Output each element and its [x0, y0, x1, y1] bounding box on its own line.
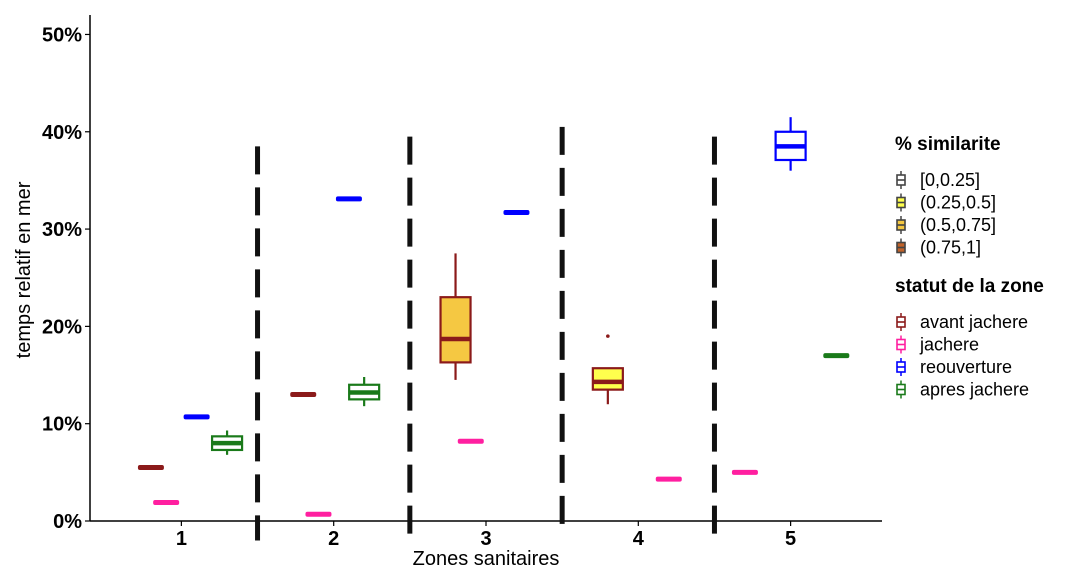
y-tick-label: 20%: [42, 316, 82, 338]
legend-label: (0.25,0.5]: [920, 193, 996, 213]
box-median: [335, 196, 362, 202]
boxplot-reouverture: [503, 210, 530, 216]
legend: % similarite [0,0.25] (0.25,0.5](0.5,0.75]…: [895, 134, 1044, 400]
boxplot-apres-jachere: [348, 376, 381, 407]
legend-key: [896, 335, 906, 354]
x-tick-label: 1: [176, 528, 187, 550]
box-median: [290, 392, 317, 397]
x-tick-label: 2: [328, 528, 339, 550]
legend-label: (0.5,0.75]: [920, 215, 996, 235]
legend-key: [896, 380, 906, 399]
boxplot-avant-jachere: [591, 334, 624, 405]
boxplot-reouverture: [774, 117, 807, 171]
box-median: [503, 210, 530, 216]
legend-label: jachere: [919, 335, 979, 355]
legend-key: [896, 193, 906, 212]
legend-key: [896, 171, 906, 189]
legend-label: [0,0.25]: [920, 170, 980, 190]
tick-labels: 0% 10% 20% 30% 40% 50% 1 2 3 4 5: [42, 24, 796, 550]
x-tick-label: 4: [633, 528, 645, 550]
boxplot-jachere: [457, 438, 484, 444]
boxplot-avant-jachere: [137, 464, 164, 470]
x-tick-label: 3: [480, 528, 491, 550]
legend-key: [896, 358, 906, 376]
boxplot-avant-jachere: [439, 253, 472, 380]
legend-key: [896, 238, 906, 257]
boxplot-jachere: [731, 469, 758, 475]
boxplot-jachere: [655, 476, 682, 482]
box-median: [153, 500, 180, 506]
legend-label: avant jachere: [920, 312, 1028, 332]
boxplot-apres-jachere: [823, 353, 850, 359]
box-median: [305, 511, 332, 517]
x-axis-title: Zones sanitaires: [413, 548, 560, 570]
zone-separators: [255, 126, 717, 541]
box-median: [823, 353, 850, 359]
boxplots: [137, 117, 850, 517]
boxplot-reouverture: [183, 414, 210, 420]
box-median: [731, 469, 758, 475]
legend-label: reouverture: [920, 357, 1012, 377]
y-tick-label: 30%: [42, 219, 82, 241]
legend-label: apres jachere: [920, 380, 1029, 400]
y-tick-label: 50%: [42, 24, 82, 46]
boxplot-reouverture: [335, 196, 362, 202]
y-tick-label: 0%: [53, 511, 82, 533]
box-outlier: [606, 334, 610, 338]
box-body: [439, 296, 472, 364]
box-body: [591, 367, 624, 391]
legend-title: % similarite: [895, 134, 1001, 155]
legend-key: [896, 313, 906, 331]
y-tick-label: 10%: [42, 414, 82, 436]
box-median: [655, 476, 682, 482]
x-tick-label: 5: [785, 528, 796, 550]
y-axis-title: temps relatif en mer: [13, 181, 35, 358]
legend-label: (0.75,1]: [920, 238, 981, 258]
box-median: [137, 464, 164, 470]
legend-key: [896, 216, 906, 234]
boxplot-avant-jachere: [290, 392, 317, 397]
boxplot-apres-jachere: [210, 430, 244, 455]
boxplot-jachere: [305, 511, 332, 517]
y-tick-label: 40%: [42, 122, 82, 144]
legend-title: statut de la zone: [895, 276, 1044, 297]
box-median: [183, 414, 210, 420]
axes: [85, 15, 882, 526]
box-median: [457, 438, 484, 444]
boxplot-jachere: [153, 500, 180, 506]
